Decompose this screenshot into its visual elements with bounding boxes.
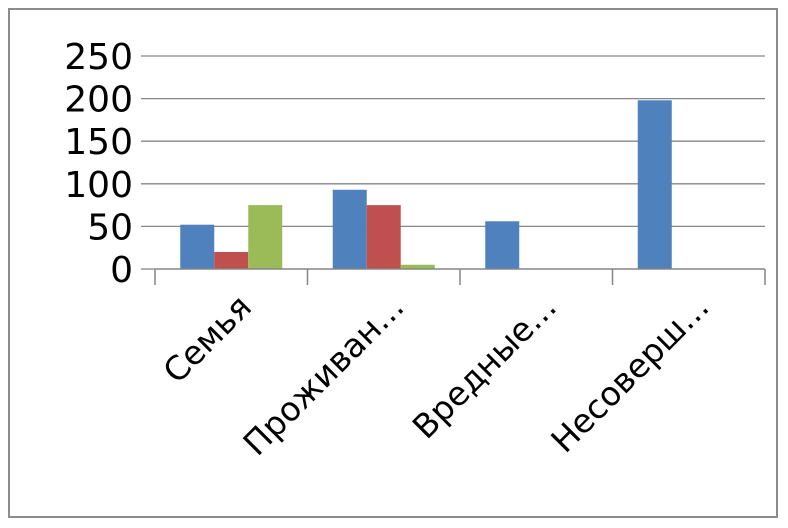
bar-series-2-0 xyxy=(214,251,249,269)
y-tick-label: 0 xyxy=(110,250,133,291)
bar-series-3-1 xyxy=(400,264,435,269)
y-tick-label: 100 xyxy=(64,165,133,206)
bar-series-1-1 xyxy=(332,189,367,269)
y-tick-label: 50 xyxy=(87,207,133,248)
bar-series-2-1 xyxy=(366,205,401,269)
axes xyxy=(154,268,766,285)
bars xyxy=(180,100,672,269)
x-category-label: Несоверш... xyxy=(543,287,716,460)
bar-series-1-2 xyxy=(485,221,520,269)
y-tick-label: 250 xyxy=(64,37,133,78)
y-tick-label: 200 xyxy=(64,80,133,121)
bar-series-1-3 xyxy=(637,100,672,269)
x-category-label: Семья xyxy=(155,287,259,391)
bar-series-1-0 xyxy=(180,224,215,269)
x-category-label: Вредные... xyxy=(405,287,564,446)
x-category-labels: СемьяПроживан...Вредные...Несоверш... xyxy=(155,287,716,463)
y-tick-label: 150 xyxy=(64,122,133,163)
x-category-label: Проживан... xyxy=(235,287,411,463)
bar-series-3-0 xyxy=(248,205,283,269)
